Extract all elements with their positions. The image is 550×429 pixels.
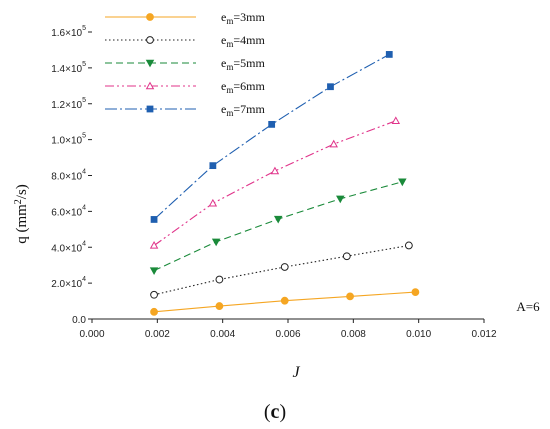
y-tick-label: 1.4×105 bbox=[51, 61, 86, 75]
x-tick-label: 0.002 bbox=[145, 329, 170, 340]
legend-marker bbox=[146, 105, 154, 113]
data-point bbox=[280, 296, 289, 305]
data-point bbox=[342, 252, 351, 261]
legend-label: em=6mm bbox=[221, 79, 265, 95]
legend-marker bbox=[146, 36, 154, 44]
data-point bbox=[150, 307, 158, 316]
data-point bbox=[346, 292, 354, 301]
data-point bbox=[385, 51, 393, 58]
y-tick-label: 1.6×105 bbox=[51, 25, 86, 39]
data-point bbox=[270, 166, 280, 175]
data-point bbox=[268, 120, 276, 128]
x-tick-label: 0.006 bbox=[275, 329, 300, 340]
data-point bbox=[209, 162, 217, 170]
legend-label: em=4mm bbox=[221, 33, 265, 49]
legend-marker bbox=[146, 13, 154, 21]
y-tick-label: 1.0×105 bbox=[51, 133, 86, 147]
legend: em=3mm em=4mm em=5mm em=6mm em=7mm bbox=[105, 10, 265, 118]
panel-label-close: ) bbox=[279, 401, 286, 423]
data-point bbox=[280, 263, 289, 271]
x-tick-label: 0.000 bbox=[79, 329, 104, 340]
x-tick-label: 0.004 bbox=[210, 329, 235, 340]
series-line-2 bbox=[153, 244, 409, 296]
data-point bbox=[208, 198, 218, 207]
panel-label-letter: c bbox=[271, 401, 280, 423]
series-line-4 bbox=[153, 120, 396, 246]
legend-label: em=5mm bbox=[221, 56, 265, 72]
panel-label-open: ( bbox=[264, 401, 271, 423]
legend-marker bbox=[145, 59, 155, 68]
data-point bbox=[398, 178, 407, 187]
series-lines bbox=[153, 53, 416, 313]
x-tick-label: 0.008 bbox=[341, 329, 366, 340]
annotation-a: A=6 bbox=[516, 299, 540, 314]
x-axis-label: J bbox=[292, 364, 300, 381]
data-point bbox=[215, 302, 224, 310]
data-point bbox=[149, 267, 159, 275]
data-point bbox=[150, 216, 158, 223]
data-point bbox=[391, 116, 401, 125]
data-point bbox=[211, 238, 221, 247]
data-point bbox=[336, 195, 345, 204]
y-tick-label: 1.2×105 bbox=[51, 97, 86, 111]
series-markers bbox=[149, 51, 420, 316]
data-point bbox=[327, 83, 334, 91]
data-point bbox=[404, 241, 413, 250]
series-line-3 bbox=[153, 181, 403, 272]
x-tick-label: 0.010 bbox=[406, 329, 431, 340]
panel-label: (c) bbox=[264, 401, 286, 423]
data-point bbox=[215, 275, 224, 284]
data-point bbox=[329, 139, 338, 148]
x-ticks: 0.000 0.002 0.004 0.006 0.008 0.010 0.012 bbox=[79, 319, 497, 340]
y-axis-label: q (mm2/s) bbox=[13, 184, 31, 244]
legend-label: em=7mm bbox=[221, 102, 265, 118]
data-point bbox=[411, 288, 420, 296]
y-tick-label: 6.0×104 bbox=[51, 204, 86, 218]
y-ticks: 0.0 2.0×104 4.0×104 6.0×104 8.0×104 1.0×105 1.… bbox=[51, 25, 92, 326]
y-tick-label: 2.0×104 bbox=[51, 276, 86, 290]
data-point bbox=[149, 241, 159, 249]
x-tick-label: 0.012 bbox=[471, 329, 496, 340]
data-point bbox=[273, 215, 283, 224]
y-tick-label: 8.0×104 bbox=[51, 169, 86, 183]
data-point bbox=[150, 290, 158, 299]
y-tick-label: 0.0 bbox=[72, 315, 86, 326]
legend-marker bbox=[145, 81, 155, 90]
legend-label: em=3mm bbox=[221, 10, 265, 26]
y-tick-label: 4.0×104 bbox=[51, 240, 86, 254]
